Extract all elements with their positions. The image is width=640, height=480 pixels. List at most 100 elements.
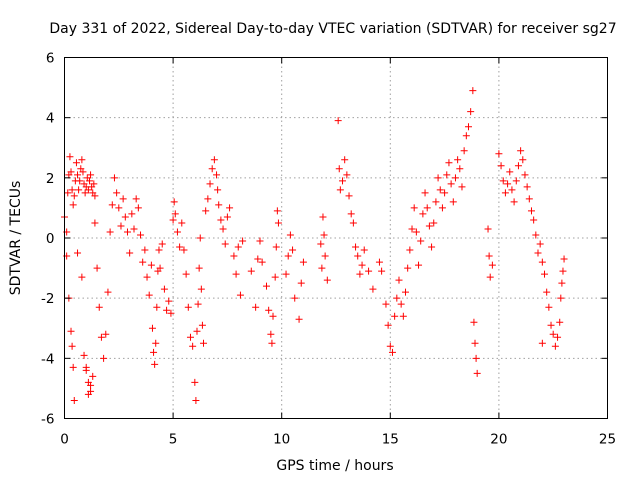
data-point <box>560 255 568 263</box>
data-point <box>156 264 164 272</box>
data-point <box>189 342 197 350</box>
data-point <box>395 276 403 284</box>
data-point <box>153 303 161 311</box>
data-point <box>456 165 464 173</box>
x-tick-label: 10 <box>273 432 290 448</box>
data-point <box>194 300 202 308</box>
data-point <box>428 243 436 251</box>
data-point <box>273 207 281 215</box>
data-point <box>432 198 440 206</box>
y-tick-label: 6 <box>46 51 55 67</box>
data-point <box>202 207 210 215</box>
data-point <box>349 219 357 227</box>
data-point <box>484 225 492 233</box>
data-point <box>547 321 555 329</box>
data-point <box>97 333 105 341</box>
y-tick-label: -4 <box>41 351 54 367</box>
data-point <box>545 303 553 311</box>
data-point <box>155 246 163 254</box>
data-point <box>269 312 277 320</box>
data-point <box>384 321 392 329</box>
data-point <box>559 267 567 275</box>
data-point <box>519 156 527 164</box>
data-point <box>402 288 410 296</box>
data-point <box>514 162 522 170</box>
data-point <box>115 204 123 212</box>
data-point <box>186 333 194 341</box>
x-axis-label: GPS time / hours <box>276 458 393 474</box>
data-point <box>391 312 399 320</box>
data-point <box>169 216 177 224</box>
data-point <box>72 159 80 167</box>
data-point <box>399 312 407 320</box>
data-point <box>148 324 156 332</box>
data-point <box>397 300 405 308</box>
data-point <box>393 294 401 302</box>
data-point <box>128 210 136 218</box>
data-point <box>192 396 200 404</box>
data-point <box>297 279 305 287</box>
data-point <box>265 306 273 314</box>
data-point <box>471 339 479 347</box>
data-point <box>78 156 86 164</box>
data-point <box>219 225 227 233</box>
data-point <box>145 291 153 299</box>
data-point <box>421 189 429 197</box>
data-point <box>68 186 76 194</box>
data-point <box>170 198 178 206</box>
data-point <box>150 348 158 356</box>
data-point <box>441 189 449 197</box>
data-point <box>91 192 99 200</box>
data-point <box>93 264 101 272</box>
data-point <box>317 240 325 248</box>
data-point <box>104 288 112 296</box>
data-point <box>473 369 481 377</box>
data-point <box>521 171 529 179</box>
y-tick-label: 2 <box>46 171 55 187</box>
data-point <box>176 243 184 251</box>
data-point <box>354 252 362 260</box>
data-point <box>382 300 390 308</box>
data-point <box>180 246 188 254</box>
data-point <box>352 243 360 251</box>
data-point <box>412 228 420 236</box>
data-point <box>404 264 412 272</box>
data-point <box>410 204 418 212</box>
data-point <box>230 252 238 260</box>
y-tick-label: 0 <box>46 231 55 247</box>
data-point <box>204 195 212 203</box>
data-point <box>81 189 89 197</box>
data-point <box>195 264 203 272</box>
data-point <box>78 273 86 281</box>
data-point <box>184 303 192 311</box>
data-point <box>130 225 138 233</box>
data-point <box>80 351 88 359</box>
data-point <box>554 333 562 341</box>
data-point <box>206 180 214 188</box>
data-point <box>558 279 566 287</box>
data-point <box>406 246 414 254</box>
data-point <box>523 183 531 191</box>
data-point <box>375 258 383 266</box>
data-point <box>451 174 459 182</box>
data-point <box>365 267 373 275</box>
data-point <box>121 213 129 221</box>
data-point <box>286 231 294 239</box>
data-point <box>137 231 145 239</box>
data-point <box>549 330 557 338</box>
data-point <box>543 288 551 296</box>
data-point <box>74 249 82 257</box>
data-point <box>467 108 475 116</box>
data-point <box>87 381 95 389</box>
y-tick-label: -6 <box>41 412 54 428</box>
data-point <box>557 294 565 302</box>
data-point <box>100 354 108 362</box>
axis-ticks: 0 5 10 15 20 25 -6 -4 -2 0 2 4 6 <box>41 51 616 448</box>
data-point <box>76 177 84 185</box>
data-point <box>147 261 155 269</box>
data-point <box>464 123 472 131</box>
y-tick-label: 4 <box>46 111 55 127</box>
data-point <box>215 201 223 209</box>
data-point <box>434 174 442 182</box>
data-point <box>191 378 199 386</box>
